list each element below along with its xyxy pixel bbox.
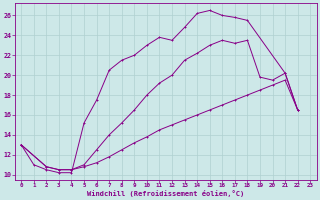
X-axis label: Windchill (Refroidissement éolien,°C): Windchill (Refroidissement éolien,°C) <box>87 190 244 197</box>
